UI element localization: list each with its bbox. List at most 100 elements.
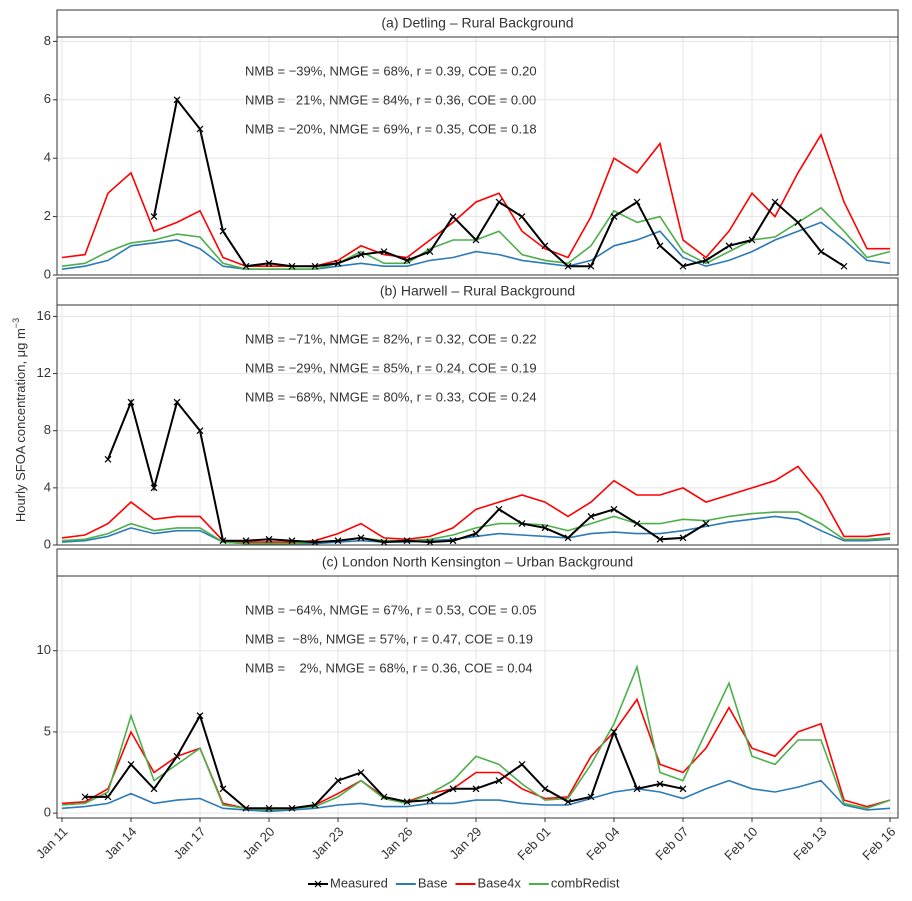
data-point — [311, 538, 319, 546]
data-point — [242, 537, 250, 545]
data-point — [633, 520, 641, 527]
data-point — [150, 785, 158, 793]
y-axis-label: Hourly SFOA concentration, μg m−3 — [11, 318, 28, 522]
strip — [56, 9, 899, 38]
panel-title: (b) Harwell – Rural Background — [380, 283, 575, 299]
y-tick-label: 5 — [44, 723, 51, 738]
data-point — [748, 236, 756, 244]
y-axis-label-superscript: −3 — [11, 318, 21, 328]
annotation: NMB = −71%, NMGE = 82%, r = 0.32, COE = … — [245, 331, 537, 346]
panel-title: (c) London North Kensington – Urban Back… — [322, 554, 633, 570]
legend-label: Base4x — [477, 875, 521, 890]
data-point — [426, 538, 434, 546]
data-point — [840, 262, 848, 270]
series-line — [61, 132, 890, 267]
series-line — [61, 515, 891, 545]
data-point — [426, 796, 434, 804]
y-tick-label: 0 — [44, 805, 51, 820]
data-point — [288, 537, 296, 545]
data-point — [173, 398, 181, 406]
data-point — [495, 505, 503, 513]
data-point — [610, 505, 618, 513]
data-point — [725, 242, 733, 250]
plot-background — [57, 576, 898, 818]
annotation: NMB = −64%, NMGE = 67%, r = 0.53, COE = … — [245, 602, 537, 617]
y-tick-label: 0 — [44, 266, 51, 281]
data-point — [265, 804, 273, 812]
x-tick-label: Jan 29 — [446, 824, 484, 862]
data-point — [219, 537, 227, 545]
y-tick-label: 10 — [37, 642, 51, 657]
data-point — [449, 213, 457, 221]
data-point — [150, 484, 158, 492]
legend-label: Base — [418, 875, 448, 890]
series-line — [61, 779, 891, 813]
data-point — [403, 537, 411, 545]
legend-label: combRedist — [551, 875, 620, 890]
series-line — [61, 664, 891, 811]
data-point — [334, 537, 342, 545]
data-point — [495, 198, 503, 206]
annotation: NMB = −39%, NMGE = 68%, r = 0.39, COE = … — [245, 63, 537, 78]
legend-marker — [314, 880, 322, 888]
data-point — [587, 262, 595, 270]
data-point — [518, 520, 526, 527]
y-tick-label: 4 — [44, 150, 51, 165]
y-tick-label: 6 — [44, 91, 51, 106]
annotation: NMB = −68%, NMGE = 80%, r = 0.33, COE = … — [245, 389, 537, 404]
x-tick-label: Feb 16 — [859, 824, 898, 863]
x-tick-label: Feb 13 — [790, 824, 829, 863]
x-tick-label: Jan 26 — [377, 824, 415, 862]
data-point — [541, 242, 549, 250]
data-point — [472, 785, 480, 793]
data-point — [472, 236, 480, 244]
data-point — [265, 535, 273, 543]
data-point — [564, 534, 572, 542]
data-point — [173, 752, 181, 760]
data-point — [357, 534, 365, 542]
data-point — [702, 256, 710, 264]
data-point — [518, 760, 526, 768]
series-line — [61, 221, 891, 270]
series-line — [61, 465, 891, 543]
data-point — [403, 798, 411, 806]
data-point — [196, 125, 204, 133]
data-point — [311, 801, 319, 809]
data-point — [518, 213, 526, 221]
data-point — [127, 760, 135, 768]
data-point — [196, 712, 204, 720]
data-point — [334, 777, 342, 785]
data-point — [633, 198, 641, 206]
data-point — [449, 785, 457, 793]
data-point — [127, 398, 135, 406]
x-tick-label: Feb 04 — [583, 824, 622, 863]
data-point — [564, 798, 572, 806]
strip — [56, 548, 899, 577]
data-point — [104, 455, 112, 463]
data-point — [380, 538, 388, 546]
data-point — [771, 198, 779, 206]
x-tick-label: Feb 07 — [652, 824, 691, 863]
annotation: NMB = 21%, NMGE = 84%, r = 0.36, COE = 0… — [245, 92, 536, 107]
data-point — [702, 520, 710, 527]
data-point — [104, 793, 112, 801]
data-point — [288, 804, 296, 812]
annotation: NMB = 2%, NMGE = 68%, r = 0.36, COE = 0.… — [245, 660, 533, 675]
data-point — [150, 213, 158, 221]
data-point — [311, 262, 319, 270]
data-point — [426, 248, 434, 256]
data-point — [610, 728, 618, 736]
x-tick-label: Feb 01 — [514, 824, 553, 863]
y-tick-label: 16 — [37, 308, 51, 323]
data-point — [242, 804, 250, 812]
data-point — [817, 248, 825, 256]
data-point — [679, 534, 687, 542]
y-tick-label: 12 — [37, 365, 51, 380]
data-point — [81, 793, 89, 801]
data-point — [357, 769, 365, 776]
data-point — [794, 219, 802, 226]
data-point — [633, 785, 641, 793]
series-line — [61, 511, 891, 545]
panel-title: (a) Detling – Rural Background — [381, 15, 573, 31]
